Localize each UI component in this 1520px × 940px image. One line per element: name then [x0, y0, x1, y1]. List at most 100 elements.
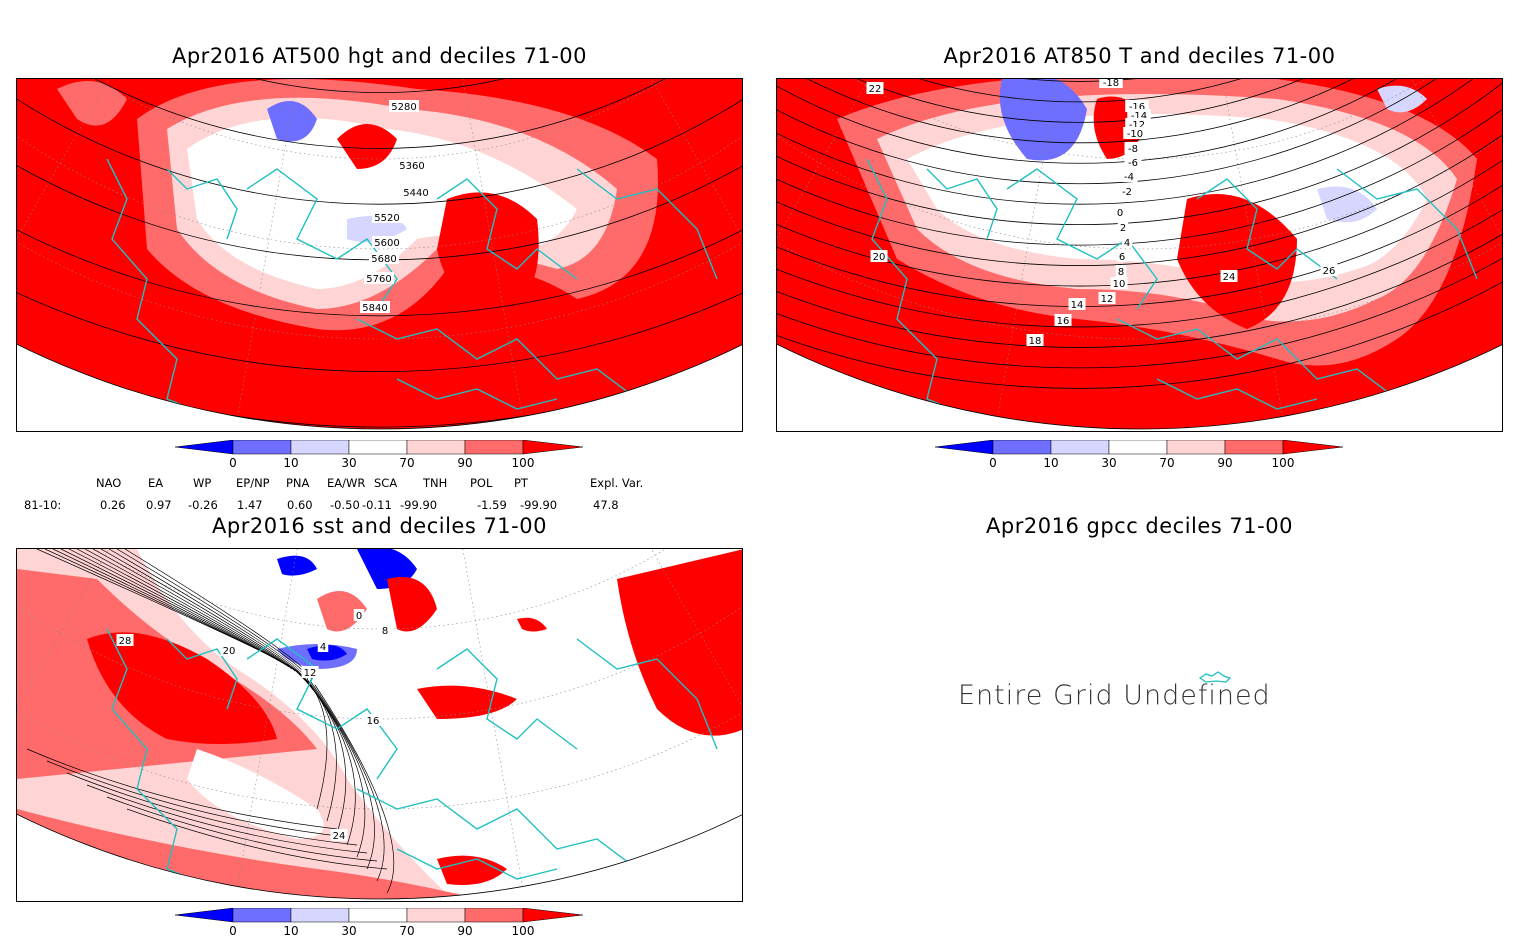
colorbar-tick-label: 0	[229, 456, 237, 470]
contour-label-bg	[1068, 298, 1086, 310]
contour-label-bg	[1124, 142, 1142, 154]
map-panel-at500: 5280 5360 5440 5520 5600 5680 5760 5840	[16, 78, 743, 432]
contour-label: 5600	[374, 238, 399, 249]
contour-label-bg	[1124, 156, 1142, 168]
contour-label-bg	[220, 644, 238, 656]
contour-label: 2	[1120, 223, 1126, 234]
coastline	[436, 178, 578, 280]
contour-label: 6	[1119, 252, 1125, 263]
panel-title-sst: Apr2016 sst and deciles 71-00	[212, 514, 547, 538]
contour-label: 5280	[391, 102, 416, 113]
contour-line	[17, 79, 742, 93]
contour-label: 8	[1118, 267, 1124, 278]
contour-label: -18	[1103, 79, 1119, 89]
panel-title-at500: Apr2016 AT500 hgt and deciles 71-00	[171, 44, 588, 68]
contour-label: 5520	[374, 213, 399, 224]
decile-area	[187, 749, 324, 839]
decile-area	[417, 685, 517, 719]
contour-label: -2	[1122, 187, 1132, 198]
colorbar-tick-label: 100	[511, 924, 535, 938]
contour-label-bg	[379, 624, 391, 636]
map-at850: -18-16-14-12-10-8-6-4-202468101214161820…	[777, 79, 1502, 430]
contour-line	[76, 549, 293, 670]
contour-label: -4	[1124, 172, 1134, 183]
index-header: PT	[514, 476, 528, 490]
decile-area	[999, 79, 1087, 161]
contour-label-bg	[1110, 277, 1128, 289]
map-content: 5280 5360 5440 5520 5600 5680 5760 5840	[17, 79, 742, 429]
coastline	[106, 628, 218, 890]
contour-line	[66, 772, 358, 846]
contour-line	[314, 684, 395, 894]
colorbar-segment	[464, 907, 524, 923]
contour-label-bg	[372, 236, 402, 248]
contour-line	[17, 79, 742, 149]
coastline	[1006, 168, 1158, 310]
colorbar-tick-label: 30	[1101, 456, 1117, 470]
contour-label-bg	[116, 634, 134, 646]
panel-title-at850: Apr2016 AT850 T and deciles 71-00	[943, 44, 1336, 68]
contour-label-bg	[1320, 264, 1338, 276]
contour-label: 22	[869, 84, 882, 95]
contour-line	[777, 79, 1502, 266]
colorbar-tick-label: 30	[341, 924, 357, 938]
contour-label-bg	[1220, 270, 1238, 282]
index-value: 1.47	[237, 498, 263, 512]
contour-label: 16	[367, 716, 380, 727]
index-header: WP	[193, 476, 212, 490]
coastline	[356, 788, 638, 870]
contour-line	[26, 748, 338, 830]
colorbar-top-right	[934, 439, 1345, 480]
contour-label: 24	[1223, 272, 1236, 283]
colorbar-right-arrow	[522, 907, 584, 923]
colorbar-tick-label: 90	[457, 456, 473, 470]
contour-label-bg	[353, 609, 365, 621]
colorbar-tick-label: 10	[283, 924, 299, 938]
colorbar-segment	[1108, 439, 1168, 455]
decile-area	[57, 81, 127, 126]
contour-label-bg	[866, 82, 884, 94]
index-value: -99.90	[520, 498, 558, 512]
colorbar-segment	[232, 439, 292, 455]
contour-label: 5680	[371, 254, 396, 265]
colorbar-segment	[290, 907, 350, 923]
decile-area	[437, 192, 539, 319]
contour-label-bg	[364, 714, 382, 726]
index-header: NAO	[96, 476, 122, 490]
index-value: -99.90	[400, 498, 438, 512]
contour-label-bg	[1120, 170, 1138, 182]
colorbar-tick-label: 70	[399, 924, 415, 938]
colorbar-segment	[464, 439, 524, 455]
contour-label-bg	[1116, 250, 1128, 262]
contour-line	[84, 549, 296, 672]
contour-label: 8	[382, 626, 388, 637]
contour-label: 20	[223, 646, 236, 657]
contour-line	[777, 79, 1502, 389]
colorbar-tick-label: 70	[399, 456, 415, 470]
contour-line	[777, 79, 1502, 369]
index-value: -0.11	[362, 498, 392, 512]
contour-label-bg	[1098, 292, 1116, 304]
contour-label: 10	[1113, 279, 1126, 290]
contour-label: -14	[1131, 111, 1147, 122]
contour-line	[106, 796, 378, 862]
contour-line	[777, 79, 1502, 103]
index-value: 47.8	[593, 498, 619, 512]
index-header: SCA	[374, 476, 398, 490]
colorbar-tick-label: 0	[229, 924, 237, 938]
contour-line	[777, 79, 1502, 164]
undefined-grid-message: Entire Grid Undefined	[958, 680, 1271, 711]
contour-line	[46, 760, 348, 838]
contour-label-bg	[1123, 127, 1147, 139]
contour-label-bg	[1114, 206, 1126, 218]
coastline	[576, 638, 718, 750]
decile-area	[87, 632, 277, 744]
colorbar-left-arrow	[174, 907, 234, 923]
contour-line	[100, 549, 302, 676]
contour-label-bg	[1121, 236, 1133, 248]
contour-line	[777, 79, 1502, 205]
contour-line	[17, 79, 742, 428]
coastline	[1116, 318, 1398, 400]
colorbar-left-arrow	[934, 439, 994, 455]
contour-label-bg	[301, 666, 319, 678]
